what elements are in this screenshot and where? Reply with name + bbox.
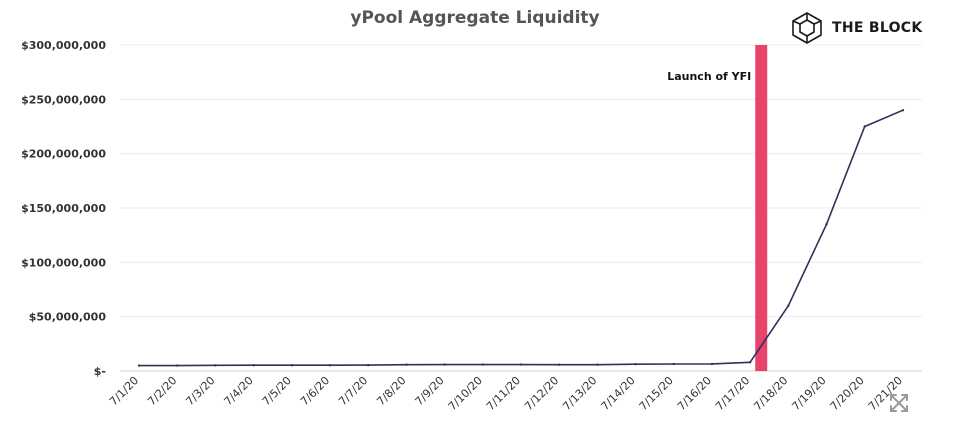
x-tick-label: 7/16/20 <box>675 374 714 413</box>
x-tick-label: 7/17/20 <box>713 374 752 413</box>
x-tick-label: 7/20/20 <box>828 374 867 413</box>
x-tick-label: 7/3/20 <box>183 374 217 408</box>
y-tick-label: $300,000,000 <box>21 39 106 52</box>
annotation-band: Launch of YFI <box>667 45 768 371</box>
y-tick-label: $250,000,000 <box>21 93 106 106</box>
data-point <box>443 363 446 366</box>
y-tick-label: $100,000,000 <box>21 256 106 269</box>
gridlines <box>120 44 922 372</box>
x-tick-label: 7/1/20 <box>107 374 141 408</box>
x-tick-label: 7/9/20 <box>413 374 447 408</box>
data-point <box>137 364 141 367</box>
data-point <box>901 109 905 112</box>
x-tick-label: 7/2/20 <box>145 374 179 408</box>
expand-icon[interactable] <box>888 392 910 414</box>
x-tick-label: 7/4/20 <box>222 374 256 408</box>
x-tick-label: 7/14/20 <box>599 374 638 413</box>
data-point <box>290 364 294 367</box>
data-point <box>634 362 637 366</box>
x-tick-label: 7/15/20 <box>637 374 676 413</box>
x-tick-label: 7/6/20 <box>298 374 332 408</box>
x-axis-labels: 7/1/20 7/2/20 7/3/20 7/4/20 7/5/20 7/6/20 7/7/… <box>107 374 905 413</box>
x-tick-label: 7/10/20 <box>446 374 485 413</box>
brand-name: THE BLOCK <box>832 20 923 36</box>
data-point <box>519 363 523 366</box>
data-point <box>328 364 332 367</box>
data-point <box>557 363 561 366</box>
data-point <box>672 362 675 366</box>
cube-icon <box>792 12 822 44</box>
x-tick-label: 7/5/20 <box>260 374 294 408</box>
brand-logo: THE BLOCK <box>790 10 923 46</box>
x-tick-label: 7/8/20 <box>374 374 408 408</box>
launch-band <box>755 45 768 371</box>
data-point <box>405 363 408 366</box>
x-tick-label: 7/12/20 <box>522 374 561 413</box>
y-tick-label: $50,000,000 <box>29 311 107 324</box>
x-tick-label: 7/18/20 <box>751 374 790 413</box>
y-tick-label: $200,000,000 <box>21 148 106 161</box>
data-point <box>825 223 828 226</box>
data-point <box>748 361 752 364</box>
data-point <box>252 364 255 367</box>
y-tick-label: $- <box>94 365 106 378</box>
series-line <box>139 109 904 367</box>
x-tick-label: 7/13/20 <box>560 374 599 413</box>
data-point <box>710 362 714 366</box>
x-tick-label: 7/11/20 <box>484 374 523 413</box>
y-axis-labels: $- $50,000,000 $100,000,000 $150,000,000 $20… <box>21 39 106 378</box>
data-point <box>863 125 866 128</box>
x-tick-label: 7/19/20 <box>789 374 828 413</box>
data-point <box>367 363 370 367</box>
data-point <box>214 364 217 367</box>
data-point <box>596 363 599 366</box>
chart-title: yPool Aggregate Liquidity <box>350 8 600 28</box>
data-point <box>176 364 179 367</box>
annotation-label: Launch of YFI <box>667 70 751 83</box>
x-tick-label: 7/7/20 <box>336 374 370 408</box>
y-tick-label: $150,000,000 <box>21 202 106 215</box>
data-point <box>481 363 485 366</box>
data-point <box>787 304 790 307</box>
series-lines <box>137 109 905 367</box>
